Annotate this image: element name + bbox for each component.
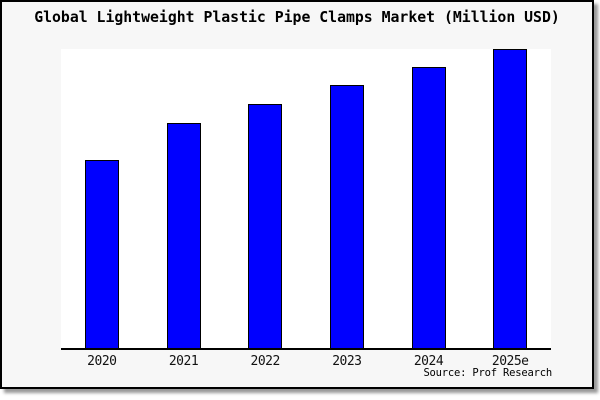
bar-slot-2024: [388, 49, 470, 348]
plot-area: [61, 49, 551, 350]
bar-2024: [411, 67, 446, 348]
bar-slot-2023: [306, 49, 388, 348]
bar-2023: [329, 85, 364, 348]
x-tick-label-2022: 2022: [250, 354, 281, 369]
x-tick-label-2025e: 2025e: [491, 354, 529, 369]
bar-2022: [248, 104, 283, 348]
x-tick-label-2021: 2021: [168, 354, 199, 369]
bar-slot-2022: [224, 49, 306, 348]
x-tick-label-2023: 2023: [332, 354, 362, 369]
source-note: Source: Prof Research: [423, 367, 552, 379]
bar-2025e: [493, 49, 528, 348]
x-tick-label-2020: 2020: [87, 354, 117, 369]
x-axis-labels: 2020 2021 2022 2023 2024 2025e: [61, 354, 551, 369]
chart-frame: Global Lightweight Plastic Pipe Clamps M…: [0, 0, 594, 389]
bar-2020: [84, 160, 119, 348]
x-tick-label-2024: 2024: [413, 354, 444, 369]
bar-2021: [166, 123, 201, 348]
bar-slot-2021: [143, 49, 225, 348]
bar-slot-2025e: [469, 49, 551, 348]
bars: [61, 49, 551, 348]
bar-slot-2020: [61, 49, 143, 348]
chart-title: Global Lightweight Plastic Pipe Clamps M…: [34, 9, 560, 26]
